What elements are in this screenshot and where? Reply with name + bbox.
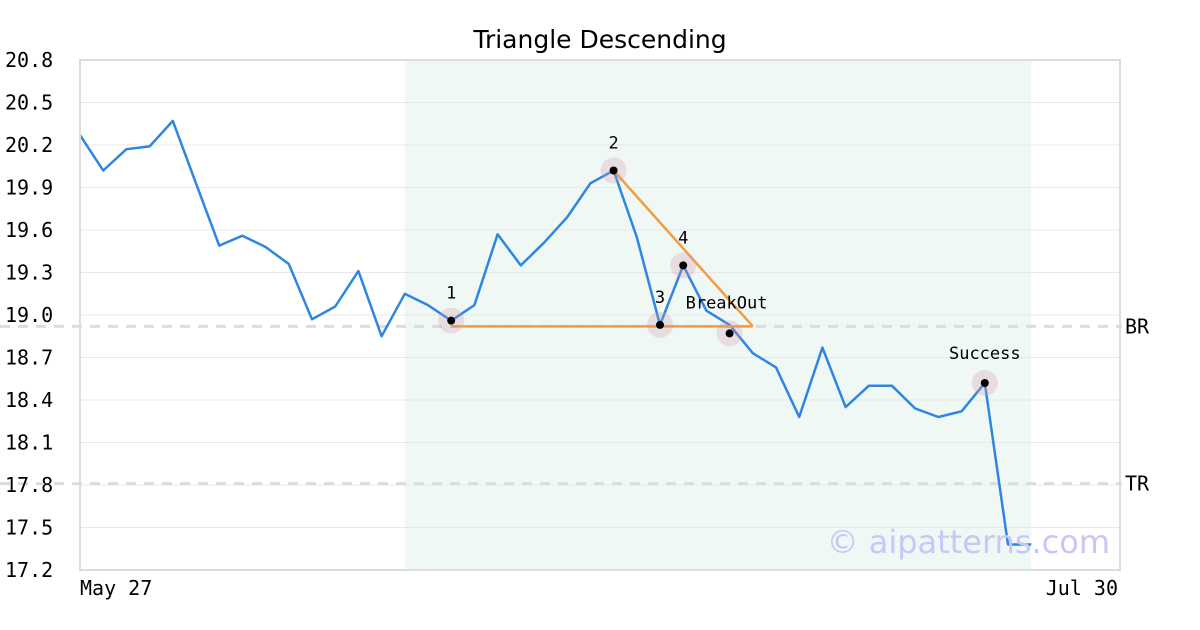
y-tick-label: 17.5 <box>5 516 53 540</box>
pattern-layer <box>451 169 754 328</box>
pattern-point-label: 1 <box>446 284 456 304</box>
axis-layer: 20.8 20.5 20.2 19.9 19.6 19.3 19.0 18.7 18.4 18.1… <box>5 48 1121 600</box>
marker-dot <box>679 261 688 270</box>
marker-dot <box>656 320 664 329</box>
price-line <box>78 119 1032 546</box>
y-tick-label: 18.4 <box>5 388 53 412</box>
y-tick-label: 19.3 <box>5 261 53 285</box>
pattern-point-label: 2 <box>608 134 618 154</box>
pattern-point-label: 3 <box>655 288 665 308</box>
marker-dot <box>447 316 456 325</box>
plot-frame <box>79 59 1121 571</box>
pattern-point-label: BreakOut <box>686 293 768 313</box>
watermark: © aipatterns.com <box>827 523 1110 561</box>
y-tick-label: 17.8 <box>5 473 53 497</box>
pattern-point-label: Success <box>949 344 1021 364</box>
x-tick-label: May 27 <box>80 576 152 600</box>
level-label: TR <box>1125 472 1150 496</box>
x-tick-label: Jul 30 <box>1046 576 1118 600</box>
marker-dot <box>609 166 618 175</box>
marker-dot <box>725 329 734 338</box>
level-label: BR <box>1125 314 1150 338</box>
y-tick-label: 19.0 <box>5 303 53 327</box>
y-tick-label: 18.7 <box>5 346 53 370</box>
y-tick-label: 17.2 <box>5 558 53 582</box>
y-tick-label: 19.9 <box>5 176 53 200</box>
resistance-line <box>612 169 754 328</box>
y-tick-label: 20.5 <box>5 91 53 115</box>
y-tick-label: 18.1 <box>5 431 53 455</box>
marker-dot <box>980 379 989 387</box>
pattern-point-label: 4 <box>678 228 688 248</box>
y-tick-label: 20.8 <box>5 48 53 72</box>
chart-title: Triangle Descending <box>472 25 726 54</box>
y-tick-label: 19.6 <box>5 218 53 242</box>
marker-layer: 1 2 3 4 BreakOut Success <box>438 134 1021 396</box>
series-layer <box>78 119 1032 546</box>
y-tick-label: 20.2 <box>5 133 53 157</box>
